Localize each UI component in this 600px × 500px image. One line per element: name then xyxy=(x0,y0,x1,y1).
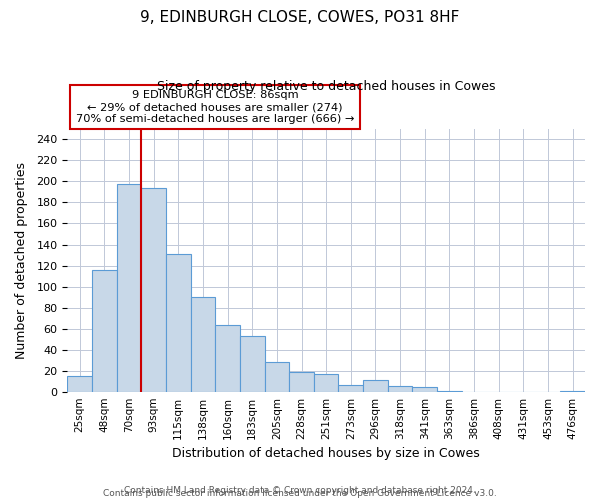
Bar xyxy=(166,254,191,392)
Bar xyxy=(560,390,585,392)
Bar xyxy=(314,374,338,392)
Bar xyxy=(92,270,116,392)
Bar xyxy=(265,362,289,392)
Bar xyxy=(388,386,412,392)
Y-axis label: Number of detached properties: Number of detached properties xyxy=(15,162,28,359)
Text: Contains public sector information licensed under the Open Government Licence v3: Contains public sector information licen… xyxy=(103,490,497,498)
Title: Size of property relative to detached houses in Cowes: Size of property relative to detached ho… xyxy=(157,80,496,93)
Bar xyxy=(289,372,314,392)
Text: 9, EDINBURGH CLOSE, COWES, PO31 8HF: 9, EDINBURGH CLOSE, COWES, PO31 8HF xyxy=(140,10,460,25)
Bar xyxy=(240,336,265,392)
Bar xyxy=(141,188,166,392)
Bar xyxy=(67,376,92,392)
Bar xyxy=(437,390,462,392)
Bar xyxy=(191,297,215,392)
Text: Contains HM Land Registry data © Crown copyright and database right 2024.: Contains HM Land Registry data © Crown c… xyxy=(124,486,476,495)
Bar xyxy=(116,184,141,392)
Bar xyxy=(215,326,240,392)
Text: 9 EDINBURGH CLOSE: 86sqm
← 29% of detached houses are smaller (274)
70% of semi-: 9 EDINBURGH CLOSE: 86sqm ← 29% of detach… xyxy=(76,90,354,124)
Bar xyxy=(363,380,388,392)
Bar xyxy=(412,388,437,392)
Bar xyxy=(338,386,363,392)
X-axis label: Distribution of detached houses by size in Cowes: Distribution of detached houses by size … xyxy=(172,447,480,460)
